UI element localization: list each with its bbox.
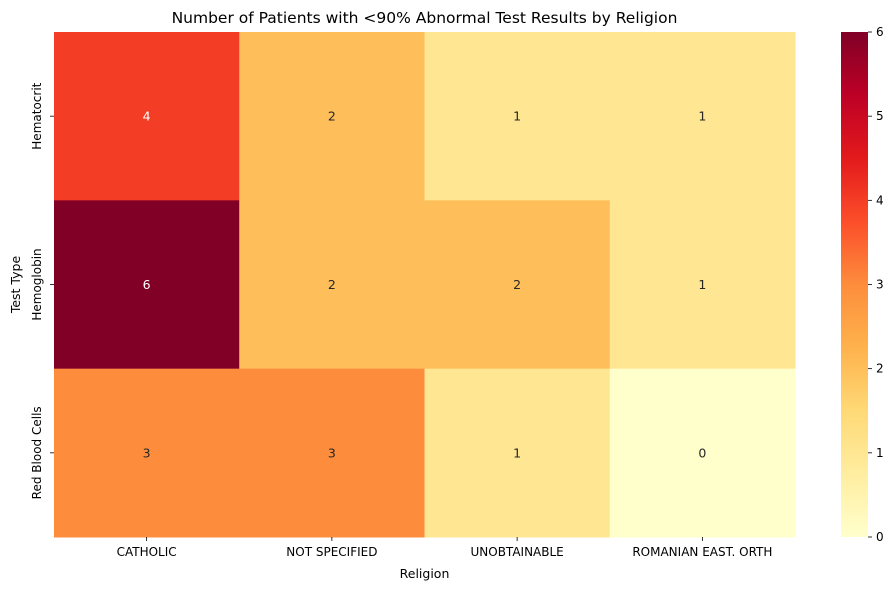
cell-value-label: 3 [328, 445, 336, 460]
colorbar [841, 32, 868, 537]
heatmap-cell [609, 368, 796, 538]
cell-value-label: 2 [513, 277, 521, 292]
heatmap-cell [239, 32, 425, 201]
cell-value-label: 2 [328, 277, 336, 292]
heatmap-cell [54, 32, 240, 201]
y-tick-label: Hematocrit [30, 82, 44, 149]
cell-value-label: 1 [698, 277, 706, 292]
x-axis-label: Religion [400, 566, 450, 581]
x-tick-label: ROMANIAN EAST. ORTH [632, 545, 772, 559]
y-tick-label: Red Blood Cells [30, 406, 44, 499]
colorbar-tick-label: 6 [876, 25, 884, 39]
cell-value-label: 0 [698, 445, 706, 460]
x-tick-label: NOT SPECIFIED [286, 545, 377, 559]
colorbar-tick-label: 0 [876, 530, 884, 544]
cell-value-label: 2 [328, 109, 336, 124]
y-axis-ticks: Hematocrit Hemoglobin Red Blood Cells [30, 82, 54, 499]
heatmap-cell [424, 368, 611, 538]
colorbar-tick-label: 2 [876, 362, 884, 376]
chart-title: Number of Patients with <90% Abnormal Te… [172, 9, 678, 27]
x-tick-label: CATHOLIC [117, 545, 177, 559]
colorbar-tick-label: 4 [876, 193, 884, 207]
y-tick-label: Hemoglobin [30, 248, 44, 320]
y-axis-label: Test Type [8, 256, 23, 315]
x-tick-label: UNOBTAINABLE [470, 545, 563, 559]
heatmap-cell [54, 368, 240, 538]
heatmap-cell [609, 200, 796, 370]
colorbar-tick-label: 1 [876, 446, 884, 460]
cell-value-label: 1 [513, 445, 521, 460]
colorbar-tick-label: 5 [876, 109, 884, 123]
heatmap-cells: 4 2 1 1 6 2 2 1 3 3 1 0 [54, 32, 796, 538]
heatmap-cell [609, 32, 796, 201]
x-axis-ticks: CATHOLIC NOT SPECIFIED UNOBTAINABLE ROMANIA… [117, 537, 772, 559]
colorbar-tick-label: 3 [876, 278, 884, 292]
heatmap-cell [54, 200, 240, 370]
colorbar-ticks: 0 1 2 3 4 5 6 [868, 25, 884, 544]
heatmap-cell [424, 200, 611, 370]
heatmap-cell [239, 368, 425, 538]
heatmap-cell [424, 32, 611, 201]
cell-value-label: 6 [143, 277, 151, 292]
cell-value-label: 1 [513, 109, 521, 124]
cell-value-label: 4 [143, 109, 151, 124]
cell-value-label: 3 [143, 445, 151, 460]
heatmap-cell [239, 200, 425, 370]
cell-value-label: 1 [698, 109, 706, 124]
